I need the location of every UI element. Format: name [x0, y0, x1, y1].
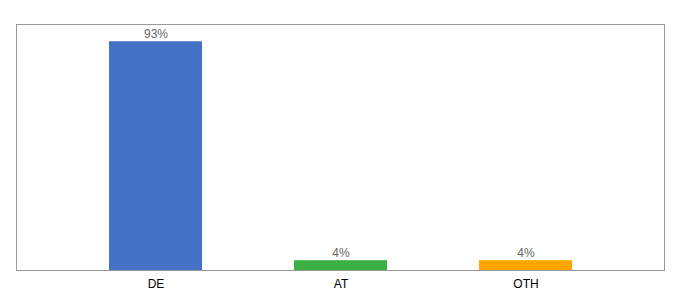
svg-text:DE: DE: [148, 277, 165, 291]
svg-text:93%: 93%: [144, 27, 168, 41]
svg-text:AT: AT: [334, 277, 349, 291]
svg-text:4%: 4%: [332, 246, 350, 260]
svg-text:OTH: OTH: [513, 277, 538, 291]
svg-text:4%: 4%: [517, 246, 535, 260]
